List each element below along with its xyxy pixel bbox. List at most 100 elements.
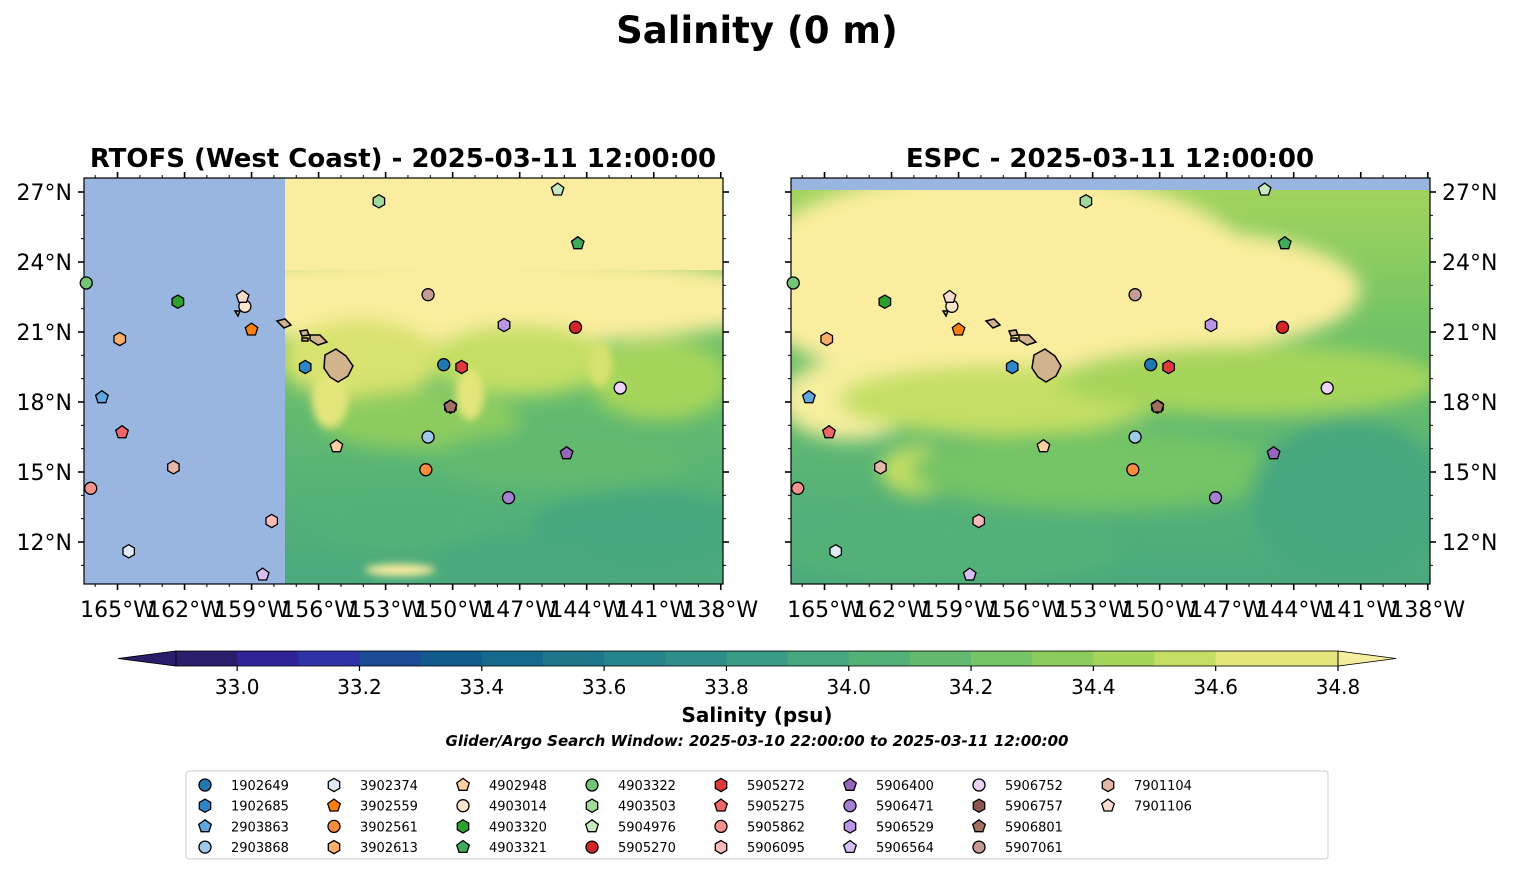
legend-marker-3902561 bbox=[327, 819, 341, 834]
colorbar-frame bbox=[175, 650, 1339, 667]
legend-label: 4903014 bbox=[489, 800, 547, 815]
float-marker-3902559 bbox=[951, 322, 966, 336]
float-marker-4903322 bbox=[786, 276, 800, 290]
y-tick-label: 21°N bbox=[1442, 321, 1497, 346]
float-marker-4903320 bbox=[878, 294, 892, 310]
legend-box bbox=[185, 770, 1329, 860]
left-map-frame bbox=[83, 177, 724, 585]
float-marker-3902613 bbox=[113, 331, 127, 347]
x-tick-label: 150°W bbox=[1122, 598, 1197, 623]
legend-label: 3902374 bbox=[360, 779, 418, 794]
right-map-land bbox=[941, 310, 1062, 383]
colorbar-segment bbox=[237, 651, 299, 666]
legend-marker-5906801 bbox=[971, 818, 987, 833]
y-tick-label: 12°N bbox=[17, 531, 72, 556]
x-tick-label: 138°W bbox=[1390, 598, 1465, 623]
y-tick-label: 15°N bbox=[17, 461, 72, 486]
float-marker-5906529 bbox=[1204, 317, 1218, 333]
colorbar-tick-label: 33.4 bbox=[460, 675, 505, 699]
float-marker-5905272 bbox=[1162, 359, 1175, 375]
float-marker-4903322 bbox=[79, 276, 93, 290]
float-marker-5906471 bbox=[1208, 491, 1223, 505]
float-marker-3902559 bbox=[244, 322, 259, 336]
float-marker-5905275 bbox=[114, 424, 130, 439]
legend-marker-5906095 bbox=[714, 839, 728, 855]
colorbar-segment bbox=[971, 651, 1033, 666]
legend-marker-7901106 bbox=[1100, 798, 1116, 812]
colorbar-segment bbox=[787, 651, 850, 666]
figure-title: Salinity (0 m) bbox=[616, 9, 898, 52]
x-tick-label: 138°W bbox=[683, 598, 758, 623]
float-marker-5904976 bbox=[550, 182, 565, 196]
float-marker-5906529 bbox=[497, 317, 511, 333]
left-map-panel: 165°W162°W159°W156°W153°W150°W147°W144°W… bbox=[17, 172, 758, 623]
float-marker-5905270 bbox=[1275, 320, 1290, 334]
float-marker-5906752 bbox=[1320, 381, 1334, 395]
float-marker-5906564 bbox=[962, 567, 977, 581]
colorbar: 33.0 33.2 33.4 33.6 33.8 34.0 34.2 34.4 34.6 34.8… bbox=[117, 650, 1397, 727]
float-marker-2903863 bbox=[94, 389, 109, 404]
colorbar-segment bbox=[1093, 651, 1156, 666]
x-tick-label: 165°W bbox=[787, 598, 862, 623]
legend-label: 5906529 bbox=[876, 820, 934, 835]
colorbar-tick-label: 33.0 bbox=[215, 675, 260, 699]
colorbar-segment bbox=[481, 651, 544, 666]
colorbar-tick-label: 34.6 bbox=[1193, 675, 1238, 699]
float-marker-5906801 bbox=[443, 399, 458, 413]
legend-label: 5904976 bbox=[618, 820, 676, 835]
legend-marker-1902685 bbox=[198, 798, 212, 814]
float-marker-1902649 bbox=[1144, 358, 1158, 372]
left-map-nodata-region bbox=[84, 178, 285, 584]
float-marker-5906752 bbox=[613, 381, 627, 395]
legend: 1902649 1902685 2903863 2903868 3902374 39025… bbox=[185, 770, 1329, 860]
x-tick-label: 156°W bbox=[281, 598, 356, 623]
colorbar-segment bbox=[420, 651, 483, 666]
float-marker-7901106 bbox=[235, 289, 250, 303]
legend-label: 4903322 bbox=[618, 779, 676, 794]
float-marker-5906471 bbox=[501, 491, 516, 505]
float-marker-5906095 bbox=[265, 513, 279, 529]
colorbar-segment bbox=[848, 651, 911, 666]
legend-marker-4903320 bbox=[456, 819, 470, 834]
x-tick-label: 147°W bbox=[482, 598, 557, 623]
float-marker-5905272 bbox=[455, 359, 468, 375]
legend-marker-1902649 bbox=[198, 778, 212, 792]
x-tick-label: 156°W bbox=[988, 598, 1063, 623]
colorbar-segment bbox=[604, 651, 666, 666]
float-marker-7901104 bbox=[874, 459, 887, 475]
y-tick-label: 24°N bbox=[1442, 251, 1497, 276]
legend-marker-5904976 bbox=[584, 818, 600, 833]
legend-marker-5906757 bbox=[972, 798, 986, 814]
legend-marker-3902374 bbox=[327, 777, 341, 793]
legend-marker-5906529 bbox=[843, 819, 857, 834]
float-marker-4903320 bbox=[171, 294, 185, 310]
x-tick-label: 165°W bbox=[80, 598, 155, 623]
float-marker-2903868 bbox=[421, 430, 435, 444]
float-marker-5906400 bbox=[1266, 445, 1281, 460]
y-tick-label: 15°N bbox=[1442, 461, 1497, 486]
float-marker-3902374 bbox=[122, 543, 136, 559]
y-tick-label: 12°N bbox=[1442, 531, 1497, 556]
legend-marker-5905270 bbox=[585, 840, 599, 854]
float-marker-5905275 bbox=[821, 424, 837, 439]
colorbar-tick-label: 33.6 bbox=[582, 675, 627, 699]
legend-label: 3902561 bbox=[360, 820, 418, 835]
float-marker-5905862 bbox=[791, 481, 805, 495]
x-tick-label: 150°W bbox=[415, 598, 490, 623]
legend-marker-5906400 bbox=[842, 777, 858, 791]
x-tick-label: 159°W bbox=[921, 598, 996, 623]
x-tick-label: 141°W bbox=[616, 598, 691, 623]
left-map-land bbox=[233, 310, 354, 383]
colorbar-segment bbox=[1154, 651, 1217, 666]
legend-label: 7901106 bbox=[1134, 800, 1192, 815]
float-marker-3902561 bbox=[1126, 463, 1140, 477]
legend-marker-4902948 bbox=[455, 777, 471, 791]
float-marker-5906564 bbox=[255, 567, 270, 581]
colorbar-segment bbox=[1032, 651, 1094, 666]
legend-label: 3902613 bbox=[360, 841, 418, 856]
float-marker-5905862 bbox=[84, 481, 98, 495]
legend-label: 3902559 bbox=[360, 800, 418, 815]
legend-marker-2903868 bbox=[198, 840, 212, 854]
float-marker-4902948 bbox=[1036, 438, 1051, 453]
